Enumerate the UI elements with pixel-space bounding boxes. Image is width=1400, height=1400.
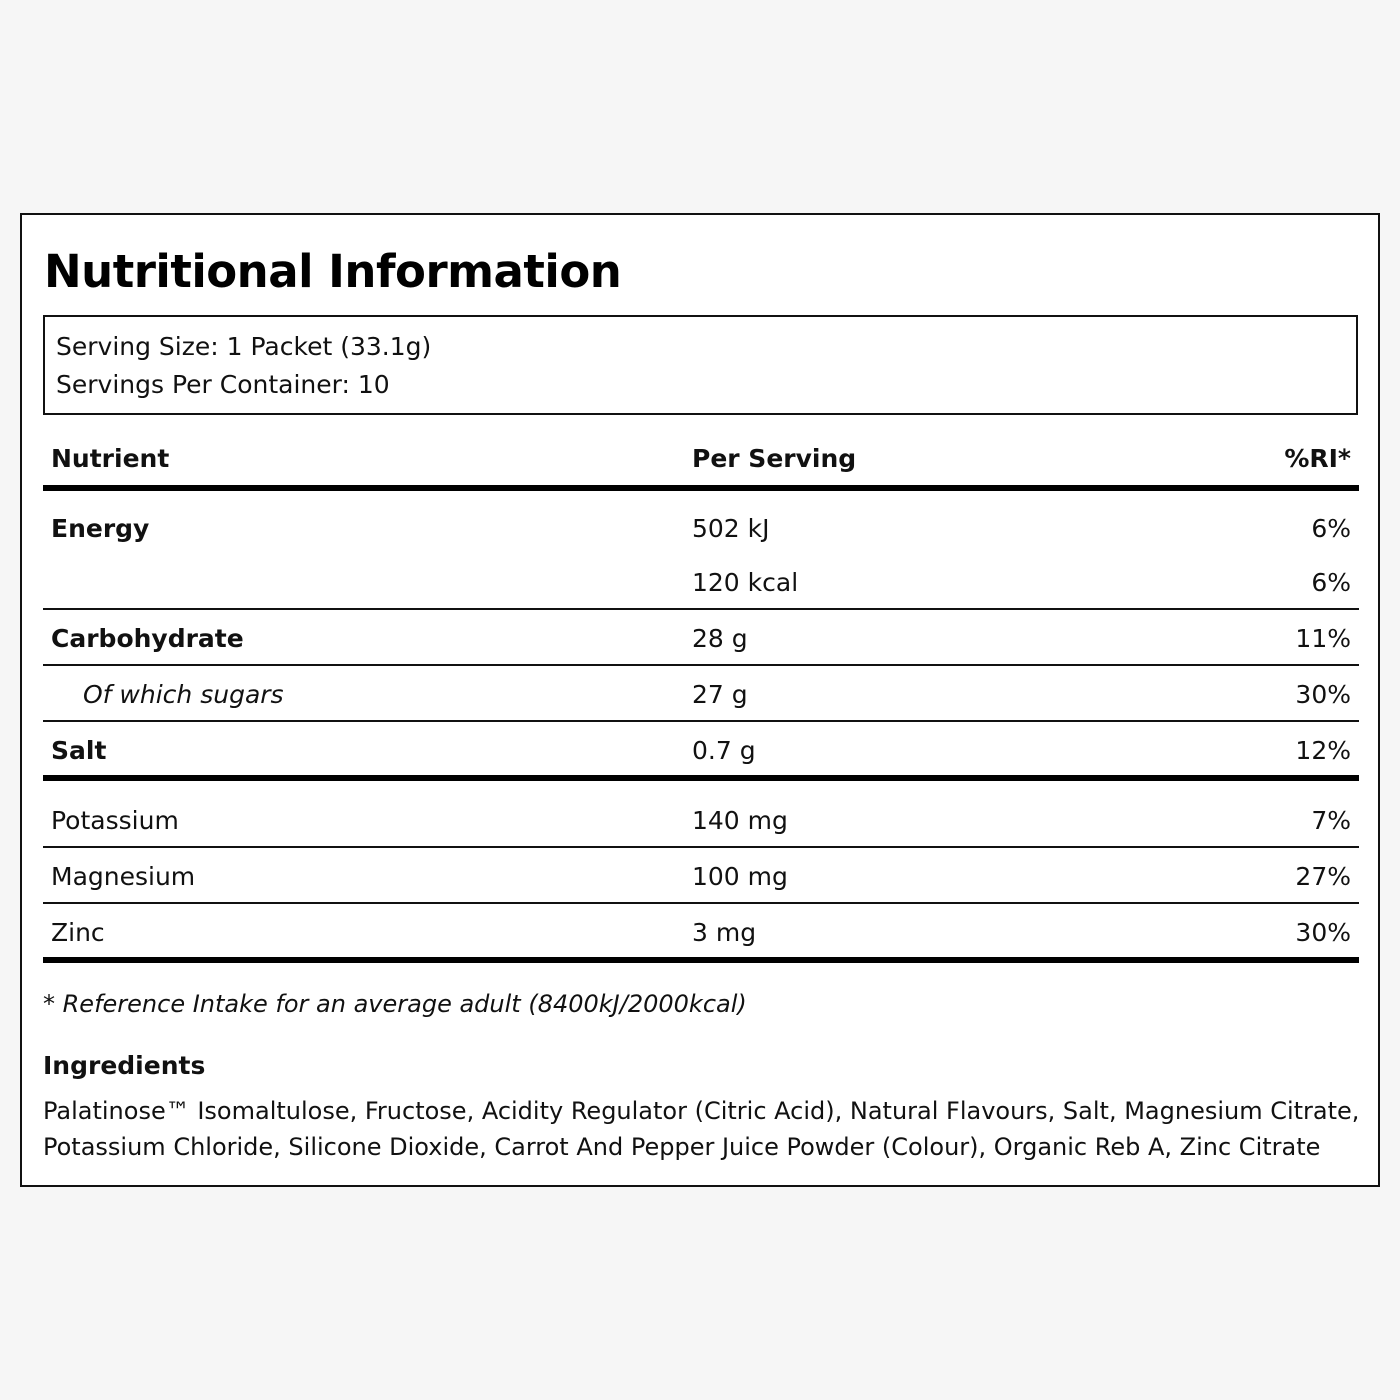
nutrient-ri: 7% (1311, 806, 1351, 835)
nutrient-name: Magnesium (51, 862, 196, 891)
label-title: Nutritional Information (44, 245, 622, 298)
section-divider (43, 775, 1359, 781)
row-divider (43, 720, 1359, 722)
nutrient-value: 120 kcal (692, 568, 799, 597)
serving-size: Serving Size: 1 Packet (33.1g) (56, 332, 432, 361)
nutrient-ri: 6% (1311, 514, 1351, 543)
header-divider (43, 485, 1359, 491)
row-divider (43, 608, 1359, 610)
nutrient-name: Carbohydrate (51, 624, 244, 653)
ingredients-heading: Ingredients (43, 1051, 206, 1080)
column-header-ri: %RI* (1284, 444, 1351, 473)
column-header-nutrient: Nutrient (51, 444, 170, 473)
nutrient-name: Salt (51, 736, 107, 765)
nutrient-ri: 12% (1295, 736, 1351, 765)
nutrient-value: 502 kJ (692, 514, 770, 543)
nutrient-value: 140 mg (692, 806, 788, 835)
column-header-per-serving: Per Serving (692, 444, 857, 473)
row-divider (43, 846, 1359, 848)
serving-info-box: Serving Size: 1 Packet (33.1g) Servings … (43, 315, 1358, 415)
row-divider (43, 664, 1359, 666)
ingredients-list: Palatinose™ Isomaltulose, Fructose, Acid… (43, 1097, 1360, 1161)
servings-per-container: Servings Per Container: 10 (56, 370, 390, 399)
nutrient-name: Zinc (51, 918, 105, 947)
nutrient-value: 100 mg (692, 862, 788, 891)
nutrient-ri: 27% (1295, 862, 1351, 891)
nutrient-value: 28 g (692, 624, 748, 653)
nutrition-label: Nutritional Information Serving Size: 1 … (20, 213, 1380, 1187)
row-divider (43, 902, 1359, 904)
nutrient-name: Of which sugars (83, 680, 284, 709)
nutrient-ri: 11% (1295, 624, 1351, 653)
table-bottom-divider (43, 957, 1359, 963)
nutrient-value: 0.7 g (692, 736, 756, 765)
nutrient-name: Potassium (51, 806, 179, 835)
nutrient-value: 3 mg (692, 918, 757, 947)
reference-intake-footnote: * Reference Intake for an average adult … (43, 990, 747, 1018)
nutrient-ri: 30% (1295, 680, 1351, 709)
nutrient-ri: 6% (1311, 568, 1351, 597)
nutrient-name: Energy (51, 514, 150, 543)
nutrient-value: 27 g (692, 680, 748, 709)
nutrient-ri: 30% (1295, 918, 1351, 947)
